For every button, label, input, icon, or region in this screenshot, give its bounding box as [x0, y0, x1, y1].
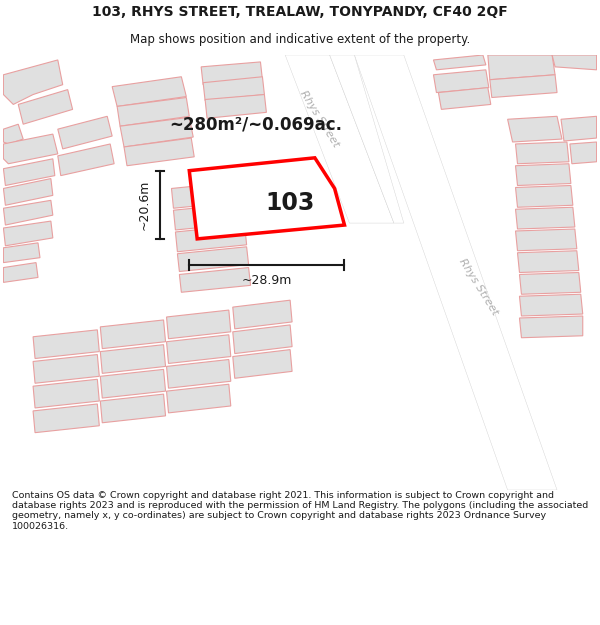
- Text: 103, RHYS STREET, TREALAW, TONYPANDY, CF40 2QF: 103, RHYS STREET, TREALAW, TONYPANDY, CF…: [92, 5, 508, 19]
- Polygon shape: [552, 55, 596, 70]
- Polygon shape: [33, 404, 100, 432]
- Polygon shape: [329, 55, 404, 223]
- Polygon shape: [490, 75, 557, 98]
- Polygon shape: [233, 325, 292, 354]
- Polygon shape: [433, 55, 486, 70]
- Text: ~20.6m: ~20.6m: [137, 179, 150, 230]
- Polygon shape: [100, 320, 166, 349]
- Text: Rhys Street: Rhys Street: [457, 257, 499, 318]
- Polygon shape: [355, 55, 557, 490]
- Polygon shape: [58, 144, 114, 176]
- Polygon shape: [515, 164, 571, 186]
- Polygon shape: [178, 247, 248, 271]
- Polygon shape: [18, 89, 73, 124]
- Polygon shape: [4, 221, 53, 246]
- Text: ~28.9m: ~28.9m: [242, 274, 292, 287]
- Polygon shape: [58, 116, 112, 149]
- Polygon shape: [488, 55, 555, 80]
- Polygon shape: [520, 316, 583, 338]
- Polygon shape: [179, 268, 251, 292]
- Text: ~280m²/~0.069ac.: ~280m²/~0.069ac.: [169, 115, 342, 133]
- Text: Contains OS data © Crown copyright and database right 2021. This information is : Contains OS data © Crown copyright and d…: [12, 491, 588, 531]
- Polygon shape: [173, 203, 245, 230]
- Polygon shape: [233, 300, 292, 329]
- Polygon shape: [517, 251, 579, 272]
- Polygon shape: [33, 354, 100, 383]
- Polygon shape: [433, 70, 489, 92]
- Polygon shape: [112, 77, 187, 106]
- Polygon shape: [100, 369, 166, 398]
- Polygon shape: [515, 142, 569, 164]
- Polygon shape: [515, 208, 575, 229]
- Polygon shape: [4, 243, 40, 262]
- Polygon shape: [515, 186, 573, 208]
- Polygon shape: [515, 229, 577, 251]
- Polygon shape: [4, 159, 55, 186]
- Polygon shape: [4, 124, 23, 144]
- Polygon shape: [167, 359, 231, 388]
- Polygon shape: [189, 158, 344, 239]
- Polygon shape: [100, 394, 166, 422]
- Polygon shape: [4, 262, 38, 282]
- Text: Rhys Street: Rhys Street: [298, 89, 341, 149]
- Polygon shape: [201, 62, 262, 84]
- Polygon shape: [520, 272, 581, 294]
- Polygon shape: [570, 142, 596, 164]
- Text: 103: 103: [265, 191, 315, 215]
- Polygon shape: [520, 294, 583, 316]
- Polygon shape: [561, 116, 596, 141]
- Polygon shape: [167, 310, 231, 339]
- Polygon shape: [117, 98, 189, 126]
- Polygon shape: [4, 60, 63, 104]
- Polygon shape: [167, 335, 231, 364]
- Polygon shape: [175, 225, 247, 252]
- Polygon shape: [508, 116, 562, 142]
- Polygon shape: [33, 330, 100, 359]
- Polygon shape: [4, 134, 58, 164]
- Polygon shape: [439, 88, 491, 109]
- Polygon shape: [124, 138, 194, 166]
- Polygon shape: [172, 181, 242, 208]
- Polygon shape: [285, 55, 394, 223]
- Polygon shape: [233, 349, 292, 378]
- Polygon shape: [33, 379, 100, 408]
- Polygon shape: [203, 77, 265, 101]
- Text: Map shows position and indicative extent of the property.: Map shows position and indicative extent…: [130, 33, 470, 46]
- Polygon shape: [4, 201, 53, 225]
- Polygon shape: [167, 384, 231, 413]
- Polygon shape: [205, 94, 266, 118]
- Polygon shape: [4, 179, 53, 205]
- Polygon shape: [120, 118, 193, 147]
- Polygon shape: [100, 344, 166, 373]
